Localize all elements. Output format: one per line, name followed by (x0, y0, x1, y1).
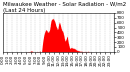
Text: Milwaukee Weather - Solar Radiation - W/m2 (Last 24 Hours): Milwaukee Weather - Solar Radiation - W/… (3, 2, 126, 13)
